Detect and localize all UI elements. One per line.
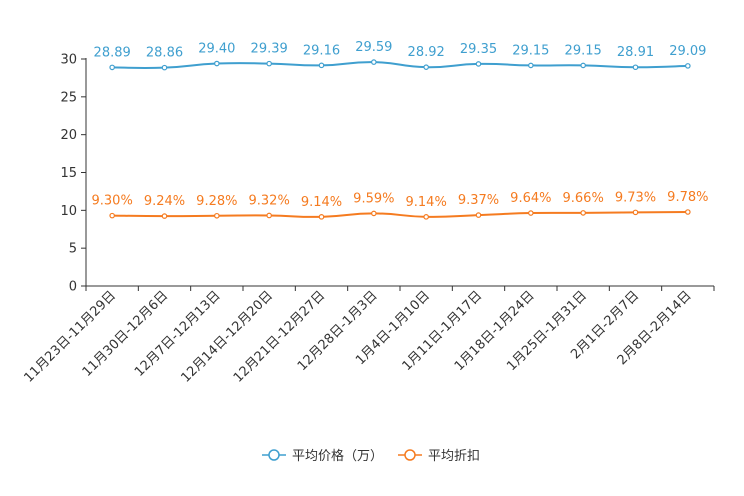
data-point[interactable]	[685, 209, 691, 215]
data-label: 9.30%	[92, 194, 133, 209]
x-tick-label: 11月23日-11月29日	[22, 288, 119, 385]
data-label: 9.32%	[249, 193, 290, 208]
data-label: 28.89	[94, 45, 131, 60]
data-point[interactable]	[423, 214, 429, 220]
series-2: 9.30% 9.24% 9.28% 9.32% 9.14% 9.59% 9.14% 9.37%…	[92, 190, 708, 220]
data-label: 9.66%	[563, 191, 604, 206]
data-label: 29.15	[512, 43, 549, 58]
y-tick-label: 10	[60, 204, 77, 219]
data-label: 29.16	[303, 43, 340, 58]
y-tick-label: 25	[60, 90, 77, 105]
y-tick-label: 5	[69, 242, 77, 257]
data-point[interactable]	[475, 61, 482, 67]
data-label: 9.59%	[353, 191, 394, 206]
data-point[interactable]	[685, 63, 691, 69]
data-point[interactable]	[318, 214, 325, 220]
legend-label: 平均价格（万）	[292, 448, 383, 464]
data-label: 9.64%	[510, 191, 551, 206]
data-point[interactable]	[632, 209, 639, 216]
data-point[interactable]	[109, 64, 115, 71]
data-label: 29.09	[669, 44, 706, 59]
data-label: 29.35	[460, 42, 497, 57]
legend-marker-icon	[404, 449, 416, 461]
data-point[interactable]	[266, 212, 272, 219]
data-label: 9.28%	[196, 194, 237, 209]
data-label: 29.40	[198, 42, 235, 57]
data-point[interactable]	[318, 62, 325, 69]
legend[interactable]: 平均价格（万） 平均折扣	[262, 448, 480, 464]
data-point[interactable]	[161, 64, 168, 71]
data-point[interactable]	[528, 62, 534, 69]
data-label: 28.92	[408, 45, 445, 60]
data-point[interactable]	[371, 210, 377, 217]
data-label: 9.37%	[458, 193, 499, 208]
data-point[interactable]	[528, 210, 534, 216]
data-label: 28.91	[617, 45, 654, 60]
data-point[interactable]	[632, 64, 639, 71]
data-point[interactable]	[580, 210, 586, 216]
data-label: 9.73%	[615, 190, 656, 205]
series-line	[112, 61, 688, 70]
data-point[interactable]	[371, 59, 377, 65]
series-layer: 28.89 28.86 29.40 29.39 29.16 29.59 28.92 29.35…	[92, 40, 708, 220]
legend-item-2[interactable]: 平均折扣	[398, 449, 480, 464]
data-point[interactable]	[475, 212, 482, 218]
data-point[interactable]	[423, 64, 429, 70]
data-point[interactable]	[109, 212, 115, 219]
series-line	[112, 210, 688, 218]
y-tick-label: 20	[60, 128, 77, 143]
series-1: 28.89 28.86 29.40 29.39 29.16 29.59 28.92 29.35…	[94, 40, 706, 71]
data-point[interactable]	[214, 60, 220, 67]
data-point[interactable]	[214, 212, 220, 219]
data-point[interactable]	[161, 213, 168, 219]
y-tick-label: 30	[60, 53, 77, 68]
axes: 05101520253011月23日-11月29日11月30日-12月6日12月…	[22, 53, 715, 386]
y-tick-label: 0	[69, 280, 77, 295]
y-tick-label: 15	[60, 166, 77, 181]
x-tick-label: 12月21日-12月27日	[231, 288, 328, 385]
x-tick-label: 12月14日-12月20日	[179, 288, 276, 385]
data-label: 9.14%	[406, 195, 447, 210]
data-point[interactable]	[580, 62, 586, 69]
legend-item-1[interactable]: 平均价格（万）	[262, 448, 383, 464]
legend-marker-icon	[268, 449, 280, 461]
legend-label: 平均折扣	[428, 449, 480, 464]
data-label: 29.59	[355, 40, 392, 55]
data-point[interactable]	[266, 60, 272, 67]
data-label: 29.15	[565, 43, 602, 58]
data-label: 9.14%	[301, 195, 342, 210]
data-label: 9.78%	[667, 190, 708, 205]
data-label: 9.24%	[144, 194, 185, 209]
data-label: 28.86	[146, 46, 183, 61]
data-label: 29.39	[251, 42, 288, 57]
